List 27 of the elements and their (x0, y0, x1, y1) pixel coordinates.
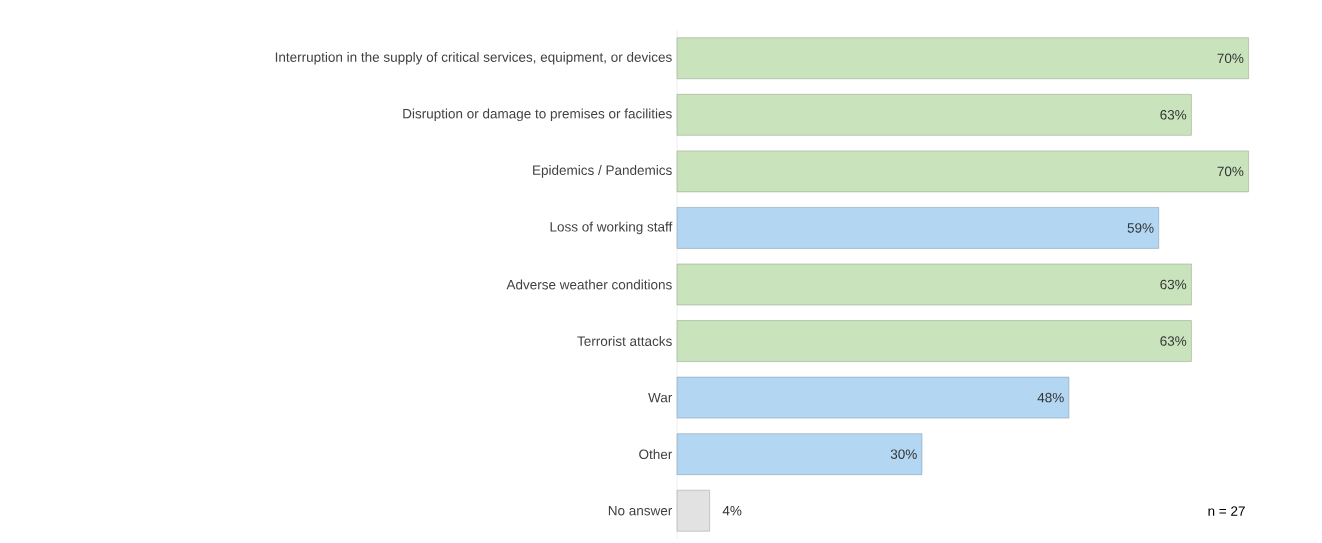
bar (676, 263, 1192, 306)
y-tick-label: Terrorist attacks (577, 336, 672, 346)
y-tick-label: War (648, 392, 673, 403)
data-label: 59% (1127, 223, 1154, 233)
y-tick-label: No answer (608, 506, 673, 516)
bar (676, 37, 1249, 79)
data-label: 63% (1160, 279, 1187, 290)
bar (676, 207, 1159, 249)
y-tick-label: Other (639, 449, 673, 460)
y-tick-label: Interruption in the supply of critical services, equipment, or devices (275, 51, 672, 65)
annotation: n = 27 (1208, 506, 1245, 516)
y-tick-label: Disruption or damage to premises or facilities (403, 108, 672, 122)
data-label: 4% (722, 506, 742, 516)
data-label: 63% (1160, 110, 1187, 120)
y-tick-label: Adverse weather conditions (506, 279, 672, 290)
data-label: 63% (1160, 336, 1187, 346)
y-tick-label: Loss of working staff (550, 221, 673, 235)
y-tick-label: Epidemics / Pandemics (533, 165, 672, 178)
data-label: 30% (890, 449, 917, 459)
bar (676, 433, 923, 475)
data-label: 70% (1217, 53, 1244, 64)
bar (676, 320, 1192, 362)
bar (676, 376, 1070, 419)
bar (676, 150, 1249, 193)
data-label: 48% (1037, 392, 1064, 403)
bar (676, 94, 1192, 136)
data-label: 70% (1217, 166, 1244, 177)
